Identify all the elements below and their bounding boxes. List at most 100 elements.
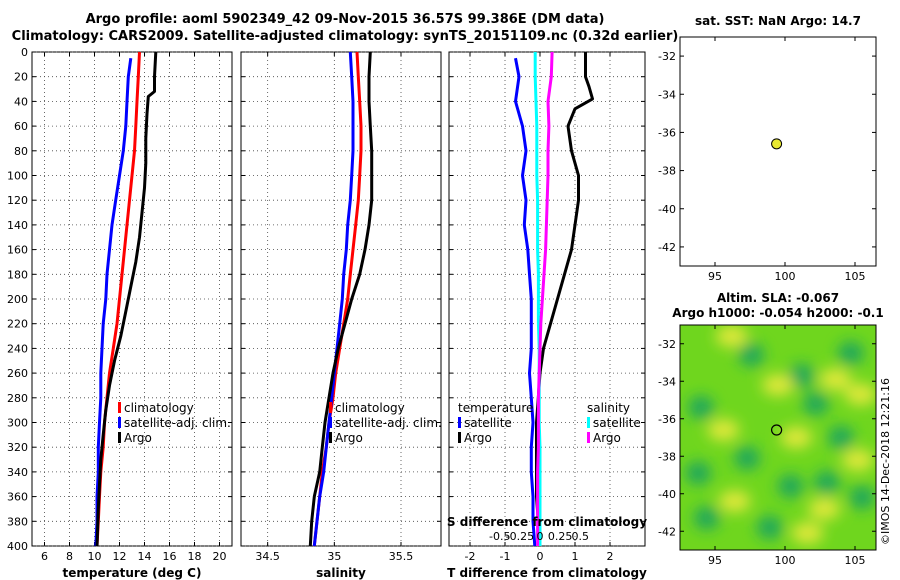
- map-lon-label: 105: [845, 270, 866, 283]
- legend-swatch: [587, 432, 590, 443]
- sla-map-title: Altim. SLA: -0.067: [717, 291, 839, 305]
- x2-tick-label: 0: [537, 530, 544, 543]
- series-line-argo: [308, 51, 374, 547]
- depth-tick-label: 220: [7, 318, 28, 331]
- legend-label: Argo: [593, 431, 621, 445]
- legend-swatch: [329, 417, 332, 428]
- x-tick-label: 1: [572, 550, 579, 563]
- series-line-salinity-satellite: [533, 52, 542, 546]
- heatmap-cell-low: [756, 515, 783, 540]
- legend-swatch: [329, 432, 332, 443]
- sla-map-subtitle: Argo h1000: -0.054 h2000: -0.1: [672, 306, 883, 320]
- map-lat-label: -34: [658, 88, 676, 101]
- x-axis-label: salinity: [316, 566, 366, 580]
- x-tick-label: 2: [607, 550, 614, 563]
- map-lat-label: -36: [658, 126, 676, 139]
- depth-tick-label: 300: [7, 417, 28, 430]
- map-lon-label: 100: [775, 270, 796, 283]
- map-lat-label: -32: [658, 338, 676, 351]
- x2-axis-label: S difference from climatology: [447, 515, 647, 529]
- depth-tick-label: 320: [7, 441, 28, 454]
- heatmap-cell-high: [844, 383, 876, 406]
- heatmap-cell-low: [688, 395, 714, 420]
- plot-frame: [448, 51, 646, 547]
- legend-swatch: [458, 417, 461, 428]
- difference-panel: -2 -1 0 1 2 T difference from climatology S di…: [447, 51, 647, 580]
- heatmap-cell-low: [738, 343, 765, 367]
- x-tick-label: -1: [500, 550, 511, 563]
- title-line-2: Climatology: CARS2009. Satellite-adjuste…: [11, 29, 679, 44]
- legend-label: satellite-adj. clim.: [335, 416, 442, 430]
- legend-swatch: [118, 402, 121, 413]
- title-line-1: Argo profile: aoml 5902349_42 09-Nov-201…: [85, 12, 605, 27]
- heatmap-cell-high: [762, 374, 794, 396]
- legend-swatch: [118, 417, 121, 428]
- x2-tick-label: 0.5: [572, 530, 590, 543]
- credit-label: ©IMOS 14-Dec-2018 12:21:16: [879, 378, 892, 545]
- legend-label: Argo: [124, 431, 152, 445]
- heatmap-cell-high: [707, 419, 740, 441]
- legend-label: climatology: [124, 401, 194, 415]
- map-lat-label: -38: [658, 165, 676, 178]
- heatmap-cell-low: [802, 391, 829, 416]
- x-tick-label: 6: [41, 550, 48, 563]
- heatmap-cell-low: [849, 485, 875, 510]
- legend-label: satellite: [593, 416, 641, 430]
- heatmap-cell-high: [791, 522, 824, 545]
- heatmap-cell-high: [780, 426, 813, 449]
- series-line-satellite-adj-clim-: [312, 51, 355, 547]
- temperature-panel: 0 20 40 60 80 100 120 140 160 180 200 220 240 260 280 3…: [7, 46, 233, 580]
- x-tick-label: 10: [88, 550, 102, 563]
- map-lat-label: -42: [658, 525, 676, 538]
- depth-tick-label: 180: [7, 268, 28, 281]
- heatmap-cell-high: [718, 490, 751, 513]
- depth-tick-label: 380: [7, 515, 28, 528]
- depth-tick-label: 200: [7, 293, 28, 306]
- heatmap-cell-low: [788, 363, 815, 388]
- legend-swatch: [458, 432, 461, 443]
- x-tick-label: 14: [138, 550, 152, 563]
- depth-tick-label: 340: [7, 466, 28, 479]
- x-axis-label: T difference from climatology: [447, 566, 647, 580]
- depth-tick-label: 20: [14, 71, 28, 84]
- map-lat-label: -40: [658, 203, 676, 216]
- series-line-argo: [95, 51, 158, 547]
- argo-location-marker: [771, 138, 783, 150]
- series-line-salinity-argo: [536, 51, 554, 546]
- map-lon-label: 100: [775, 554, 796, 567]
- x2-tick-label: 0.25: [548, 530, 573, 543]
- legend-label: climatology: [335, 401, 405, 415]
- legend-swatch: [118, 432, 121, 443]
- heatmap-cell-low: [685, 461, 712, 486]
- map-lat-label: -40: [658, 488, 676, 501]
- map-lat-label: -36: [658, 413, 676, 426]
- heatmap-blobs: [685, 325, 876, 545]
- heatmap-cell-high: [819, 368, 852, 391]
- argo-location-marker: [770, 424, 783, 436]
- sst-map-frame: [679, 36, 877, 267]
- x2-tick-label: -0.5: [489, 530, 510, 543]
- legend-title: temperature: [458, 401, 533, 415]
- depth-tick-label: 120: [7, 194, 28, 207]
- legend-label: satellite-adj. clim.: [124, 416, 231, 430]
- x-tick-label: 18: [188, 550, 202, 563]
- map-lat-label: -32: [658, 50, 676, 63]
- heatmap-cell-low: [814, 470, 840, 495]
- heatmap-cell-low: [828, 425, 854, 450]
- legend-swatch: [329, 402, 332, 413]
- depth-tick-label: 360: [7, 491, 28, 504]
- x-tick-label: 35.5: [389, 550, 414, 563]
- heatmap-cell-high: [841, 449, 874, 471]
- x-tick-label: 0: [537, 550, 544, 563]
- map-lon-label: 95: [708, 270, 722, 283]
- heatmap-cell-low: [734, 446, 761, 471]
- legend-swatch: [587, 417, 590, 428]
- sst-map-panel: sat. SST: NaN Argo: 14.7 -32 -34 -36 -38 -40 -…: [658, 14, 877, 283]
- heatmap-cell-low: [693, 506, 720, 531]
- x2-tick-label: -0.25: [506, 530, 534, 543]
- x-tick-label: 20: [213, 550, 227, 563]
- depth-tick-label: 280: [7, 392, 28, 405]
- heatmap-cell-high: [715, 325, 748, 348]
